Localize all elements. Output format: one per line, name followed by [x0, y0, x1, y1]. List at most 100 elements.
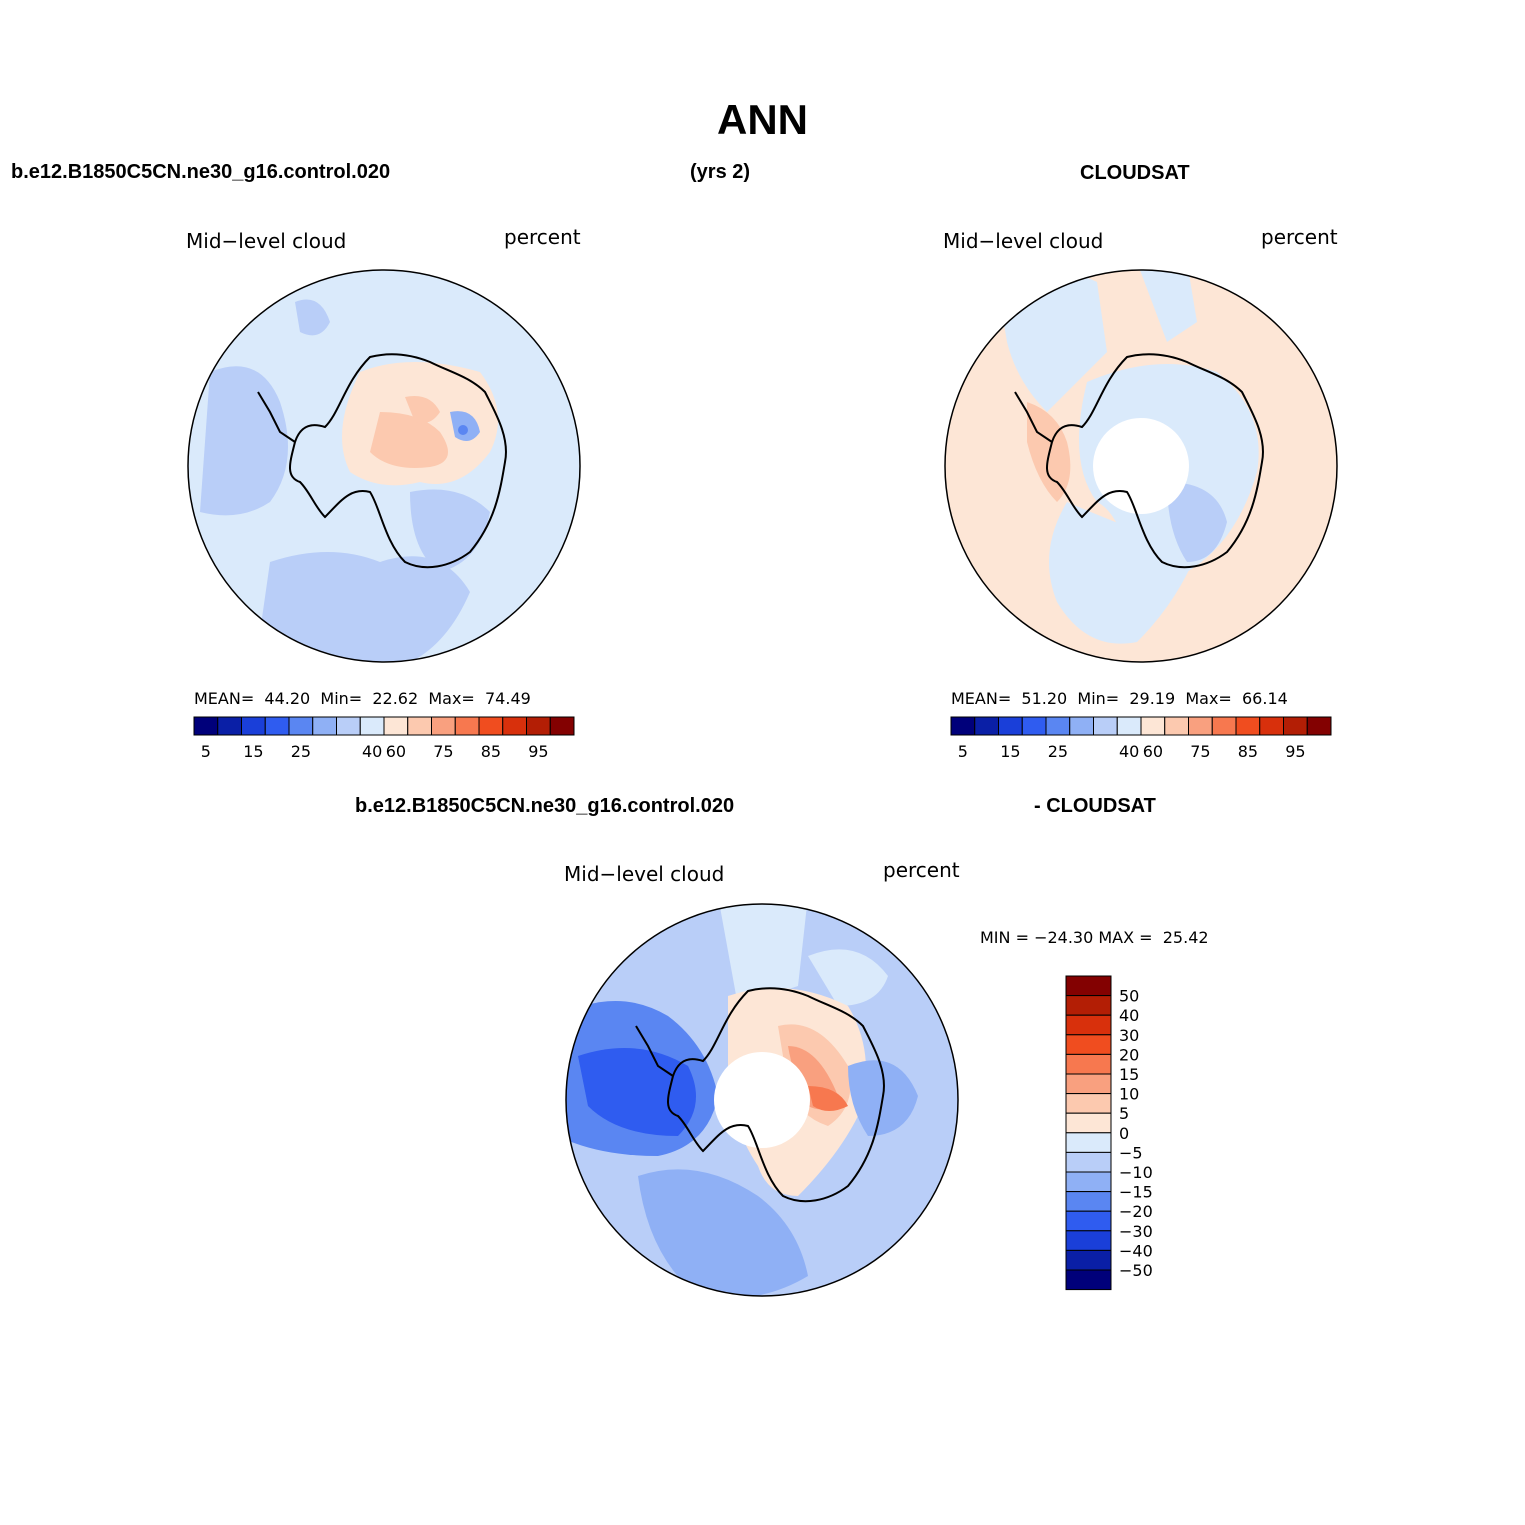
contour-fill [405, 396, 440, 424]
model-units-label: percent [504, 225, 581, 249]
peninsula-coastline [1014, 391, 1053, 443]
colorbar-swatch [1164, 716, 1189, 736]
colorbar-tick-label: 5 [201, 742, 211, 761]
years-header: (yrs 2) [690, 161, 751, 183]
colorbar-swatch [1116, 716, 1142, 736]
colorbar-swatch [1093, 716, 1118, 736]
antarctica-coastline [289, 353, 507, 569]
colorbar-swatch [1065, 1151, 1112, 1173]
colorbar-swatch [1065, 1230, 1112, 1251]
diff-polar-map [565, 903, 959, 1297]
colorbar-tick-label: 40 [362, 742, 382, 761]
contour-fill [578, 1048, 696, 1136]
colorbar-swatch [1065, 995, 1112, 1016]
model-colorbar: 5 15 25 40 60 75 85 95 [193, 716, 575, 761]
colorbar-swatch [336, 716, 361, 736]
contour-fill [718, 904, 808, 1006]
contour-fill [370, 412, 448, 468]
colorbar-tick-label: 40 [1119, 1006, 1139, 1025]
colorbar-tick-label: 85 [481, 742, 501, 761]
colorbar-swatch [383, 716, 409, 736]
colorbar-tick-label: 95 [1285, 742, 1305, 761]
colorbar-swatch [1235, 716, 1261, 736]
case-name-header: b.e12.B1850C5CN.ne30_g16.control.020 [11, 161, 391, 183]
colorbar-tick-label: 25 [291, 742, 311, 761]
diff-minmax: MIN = −24.30 MAX = 25.42 [980, 928, 1209, 947]
colorbar-tick-label: 30 [1119, 1026, 1139, 1045]
colorbar-tick-label: 50 [1119, 987, 1139, 1006]
colorbar-swatch [1065, 975, 1112, 997]
colorbar-tick-label: 60 [386, 742, 406, 761]
diff-variable-label: Mid−level cloud [564, 862, 725, 886]
colorbar-swatch [407, 716, 432, 736]
diff-units-label: percent [883, 858, 960, 882]
colorbar-swatch [1065, 1053, 1112, 1075]
map-border [565, 903, 959, 1297]
contour-fill [295, 299, 330, 336]
colorbar-swatch [454, 716, 480, 736]
colorbar-tick-label: 15 [1119, 1065, 1139, 1084]
colorbar-tick-label: −40 [1119, 1241, 1153, 1260]
colorbar-tick-label: −50 [1119, 1261, 1153, 1280]
colorbar-swatch [1021, 716, 1047, 736]
contour-fill [808, 949, 888, 1006]
colorbar-tick-label: −10 [1119, 1163, 1153, 1182]
contour-fill [1167, 482, 1227, 562]
colorbar-swatch [1065, 1191, 1112, 1212]
colorbar-swatch [1045, 716, 1071, 736]
colorbar-tick-label: 15 [1000, 742, 1020, 761]
colorbar-swatch [1065, 1034, 1112, 1055]
diff-obs-header: - CLOUDSAT [1034, 795, 1156, 817]
colorbar-swatch [998, 716, 1023, 736]
colorbar-tick-label: 10 [1119, 1085, 1139, 1104]
colorbar-tick-label: 20 [1119, 1045, 1139, 1064]
map-border [187, 269, 581, 663]
colorbar-swatch [264, 716, 290, 736]
colorbar-swatch [478, 716, 504, 736]
colorbar-swatch [1065, 1269, 1112, 1291]
colorbar-swatch [217, 716, 242, 736]
colorbar-swatch [359, 716, 385, 736]
colorbar-swatch [974, 716, 999, 736]
peninsula-coastline [257, 391, 296, 443]
obs-colorbar: 5 15 25 40 60 75 85 95 [950, 716, 1332, 761]
colorbar-swatch [502, 716, 527, 736]
colorbar-swatch [1065, 1014, 1112, 1036]
colorbar-tick-label: 85 [1238, 742, 1258, 761]
page-title: ANN [717, 96, 808, 143]
colorbar-tick-label: 75 [433, 742, 453, 761]
model-stats: MEAN= 44.20 Min= 22.62 Max= 74.49 [194, 689, 531, 708]
colorbar-tick-label: 25 [1048, 742, 1068, 761]
colorbar-swatch [1069, 716, 1094, 736]
colorbar-swatch [526, 716, 551, 736]
obs-polar-map [944, 269, 1338, 663]
model-polar-map [187, 269, 581, 663]
colorbar-swatch [1188, 716, 1213, 736]
colorbar-swatch [1065, 1171, 1112, 1193]
obs-stats: MEAN= 51.20 Min= 29.19 Max= 66.14 [951, 689, 1288, 708]
colorbar-swatch [1065, 1132, 1112, 1153]
contour-fill [260, 552, 470, 662]
colorbar-tick-label: 0 [1119, 1124, 1129, 1143]
missing-data-hole [1093, 418, 1189, 514]
missing-data-hole [714, 1052, 810, 1148]
colorbar-tick-label: 60 [1143, 742, 1163, 761]
colorbar-swatch [1065, 1073, 1112, 1095]
colorbar-tick-label: −15 [1119, 1183, 1153, 1202]
colorbar-swatch [288, 716, 314, 736]
colorbar-swatch [1065, 1210, 1112, 1232]
obs-name-header: CLOUDSAT [1080, 162, 1190, 184]
colorbar-tick-label: 5 [1119, 1104, 1129, 1123]
colorbar-swatch [1259, 716, 1284, 736]
colorbar-tick-label: 95 [528, 742, 548, 761]
colorbar-tick-label: 75 [1190, 742, 1210, 761]
colorbar-swatch [1065, 1093, 1112, 1114]
contour-fill [1049, 502, 1197, 644]
colorbar-swatch [1065, 1112, 1112, 1134]
colorbar-tick-label: 15 [243, 742, 263, 761]
colorbar-swatch [241, 716, 266, 736]
colorbar-swatch [1140, 716, 1166, 736]
antarctica-coastline [1046, 353, 1264, 569]
obs-variable-label: Mid−level cloud [943, 229, 1104, 253]
